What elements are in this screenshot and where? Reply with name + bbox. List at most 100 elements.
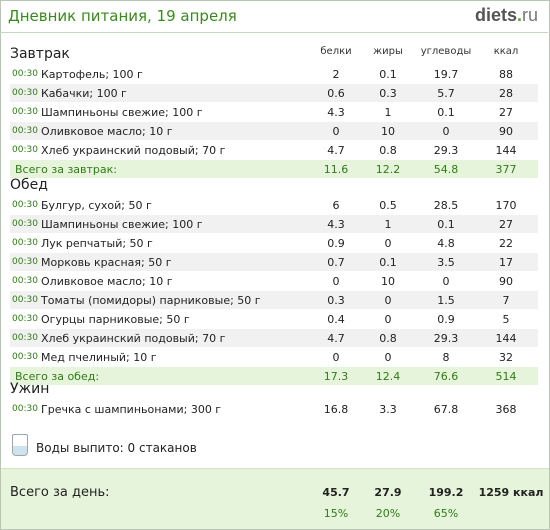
food-fat: 1 (384, 218, 392, 231)
food-kcal: 22 (499, 237, 513, 250)
food-protein: 4.7 (327, 332, 345, 345)
food-kcal: 17 (499, 256, 513, 269)
food-fat: 10 (381, 275, 395, 288)
food-row[interactable]: 00:30 Шампиньоны свежие; 100 г 4.3 1 0.1 27 (10, 214, 538, 233)
col-protein: белки (320, 46, 352, 57)
food-time: 00:30 (12, 219, 38, 229)
food-protein: 0.7 (327, 256, 345, 269)
food-kcal: 170 (495, 199, 517, 212)
food-time: 00:30 (12, 69, 38, 79)
food-carbs: 4.8 (437, 237, 455, 250)
column-headers: белки жиры углеводы ккал (0, 46, 550, 62)
food-fat: 0.1 (379, 256, 397, 269)
food-time: 00:30 (12, 145, 38, 155)
food-row[interactable]: 00:30 Хлеб украинский подовый; 70 г 4.7 0.8… (10, 140, 538, 159)
meal-total-fat: 12.4 (375, 370, 401, 383)
food-protein: 0.9 (327, 237, 345, 250)
food-fat: 0 (384, 351, 392, 364)
food-kcal: 5 (502, 313, 510, 326)
food-row[interactable]: 00:30 Булгур, сухой; 50 г 6 0.5 28.5 170 (10, 195, 538, 214)
meal-total-label: Всего за обед: (15, 370, 100, 383)
food-fat: 0.8 (379, 332, 397, 345)
food-protein: 0.3 (327, 294, 345, 307)
food-kcal: 144 (495, 144, 517, 157)
site-logo[interactable]: diets.ru (475, 5, 538, 26)
col-carbs: углеводы (420, 46, 472, 57)
food-row[interactable]: 00:30 Оливковое масло; 10 г 0 10 0 90 (10, 121, 538, 140)
food-name: Картофель; 100 г (41, 68, 143, 81)
glass-icon[interactable] (12, 434, 28, 456)
food-carbs: 28.5 (433, 199, 459, 212)
food-name: Булгур, сухой; 50 г (41, 199, 152, 212)
food-time: 00:30 (12, 276, 38, 286)
food-carbs: 0.1 (437, 106, 455, 119)
food-row[interactable]: 00:30 Томаты (помидоры) парниковые; 50 г 0… (10, 290, 538, 309)
food-time: 00:30 (12, 314, 38, 324)
food-name: Кабачки; 100 г (41, 87, 127, 100)
food-kcal: 88 (499, 68, 513, 81)
food-name: Лук репчатый; 50 г (41, 237, 153, 250)
day-fat-percent: 20% (375, 507, 401, 520)
food-row[interactable]: 00:30 Морковь красная; 50 г 0.7 0.1 3.5 17 (10, 252, 538, 271)
meal-title: Завтрак (10, 46, 70, 62)
food-name: Оливковое масло; 10 г (41, 275, 173, 288)
food-row[interactable]: 00:30 Мед пчелиный; 10 г 0 0 8 32 (10, 347, 538, 366)
food-fat: 10 (381, 125, 395, 138)
food-carbs: 0.9 (437, 313, 455, 326)
food-row[interactable]: 00:30 Лук репчатый; 50 г 0.9 0 4.8 22 (10, 233, 538, 252)
food-carbs: 19.7 (433, 68, 459, 81)
meal-total-protein: 11.6 (323, 163, 349, 176)
logo-main: diets (474, 5, 517, 25)
day-total-carbs: 199.2 (428, 486, 464, 499)
page-title: Дневник питания, 19 апреля (8, 7, 237, 25)
food-row[interactable]: 00:30 Огурцы парниковые; 50 г 0.4 0 0.9 5 (10, 309, 538, 328)
food-kcal: 32 (499, 351, 513, 364)
day-total: Всего за день: 45.7 27.9 199.2 1259 ккал… (1, 468, 549, 529)
food-carbs: 67.8 (433, 403, 459, 416)
header: Дневник питания, 19 апреля diets.ru (0, 0, 548, 33)
food-row[interactable]: 00:30 Оливковое масло; 10 г 0 10 0 90 (10, 271, 538, 290)
food-carbs: 0 (442, 125, 450, 138)
food-carbs: 29.3 (433, 332, 459, 345)
food-row[interactable]: 00:30 Шампиньоны свежие; 100 г 4.3 1 0.1 27 (10, 102, 538, 121)
food-time: 00:30 (12, 88, 38, 98)
meal-total-fat: 12.2 (375, 163, 401, 176)
food-fat: 0.5 (379, 199, 397, 212)
food-protein: 16.8 (323, 403, 349, 416)
food-carbs: 29.3 (433, 144, 459, 157)
food-protein: 4.3 (327, 106, 345, 119)
food-row[interactable]: 00:30 Картофель; 100 г 2 0.1 19.7 88 (10, 64, 538, 83)
food-name: Мед пчелиный; 10 г (41, 351, 157, 364)
food-fat: 3.3 (379, 403, 397, 416)
food-fat: 0 (384, 294, 392, 307)
food-protein: 4.7 (327, 144, 345, 157)
food-kcal: 90 (499, 275, 513, 288)
food-row[interactable]: 00:30 Гречка с шампиньонами; 300 г 16.8 3.3… (10, 399, 538, 418)
food-name: Огурцы парниковые; 50 г (41, 313, 190, 326)
food-name: Хлеб украинский подовый; 70 г (41, 332, 226, 345)
day-protein-percent: 15% (323, 507, 349, 520)
food-kcal: 144 (495, 332, 517, 345)
food-time: 00:30 (12, 295, 38, 305)
day-total-kcal: 1259 ккал (478, 486, 544, 499)
food-protein: 0 (332, 125, 340, 138)
day-total-fat: 27.9 (374, 486, 402, 499)
meal-total-row: Всего за завтрак: 11.6 12.2 54.8 377 (10, 159, 538, 178)
food-protein: 6 (332, 199, 340, 212)
food-carbs: 5.7 (437, 87, 455, 100)
food-time: 00:30 (12, 107, 38, 117)
meal-title: Ужин (10, 381, 50, 397)
food-kcal: 27 (499, 218, 513, 231)
food-row[interactable]: 00:30 Кабачки; 100 г 0.6 0.3 5.7 28 (10, 83, 538, 102)
meal-total-carbs: 54.8 (433, 163, 459, 176)
food-name: Шампиньоны свежие; 100 г (41, 106, 203, 119)
food-time: 00:30 (12, 333, 38, 343)
day-carbs-percent: 65% (433, 507, 459, 520)
food-protein: 0 (332, 351, 340, 364)
meal-total-row: Всего за обед: 17.3 12.4 76.6 514 (10, 366, 538, 385)
food-row[interactable]: 00:30 Хлеб украинский подовый; 70 г 4.7 0.8… (10, 328, 538, 347)
food-kcal: 90 (499, 125, 513, 138)
meal-title: Обед (10, 177, 48, 193)
food-name: Оливковое масло; 10 г (41, 125, 173, 138)
food-name: Томаты (помидоры) парниковые; 50 г (41, 294, 261, 307)
